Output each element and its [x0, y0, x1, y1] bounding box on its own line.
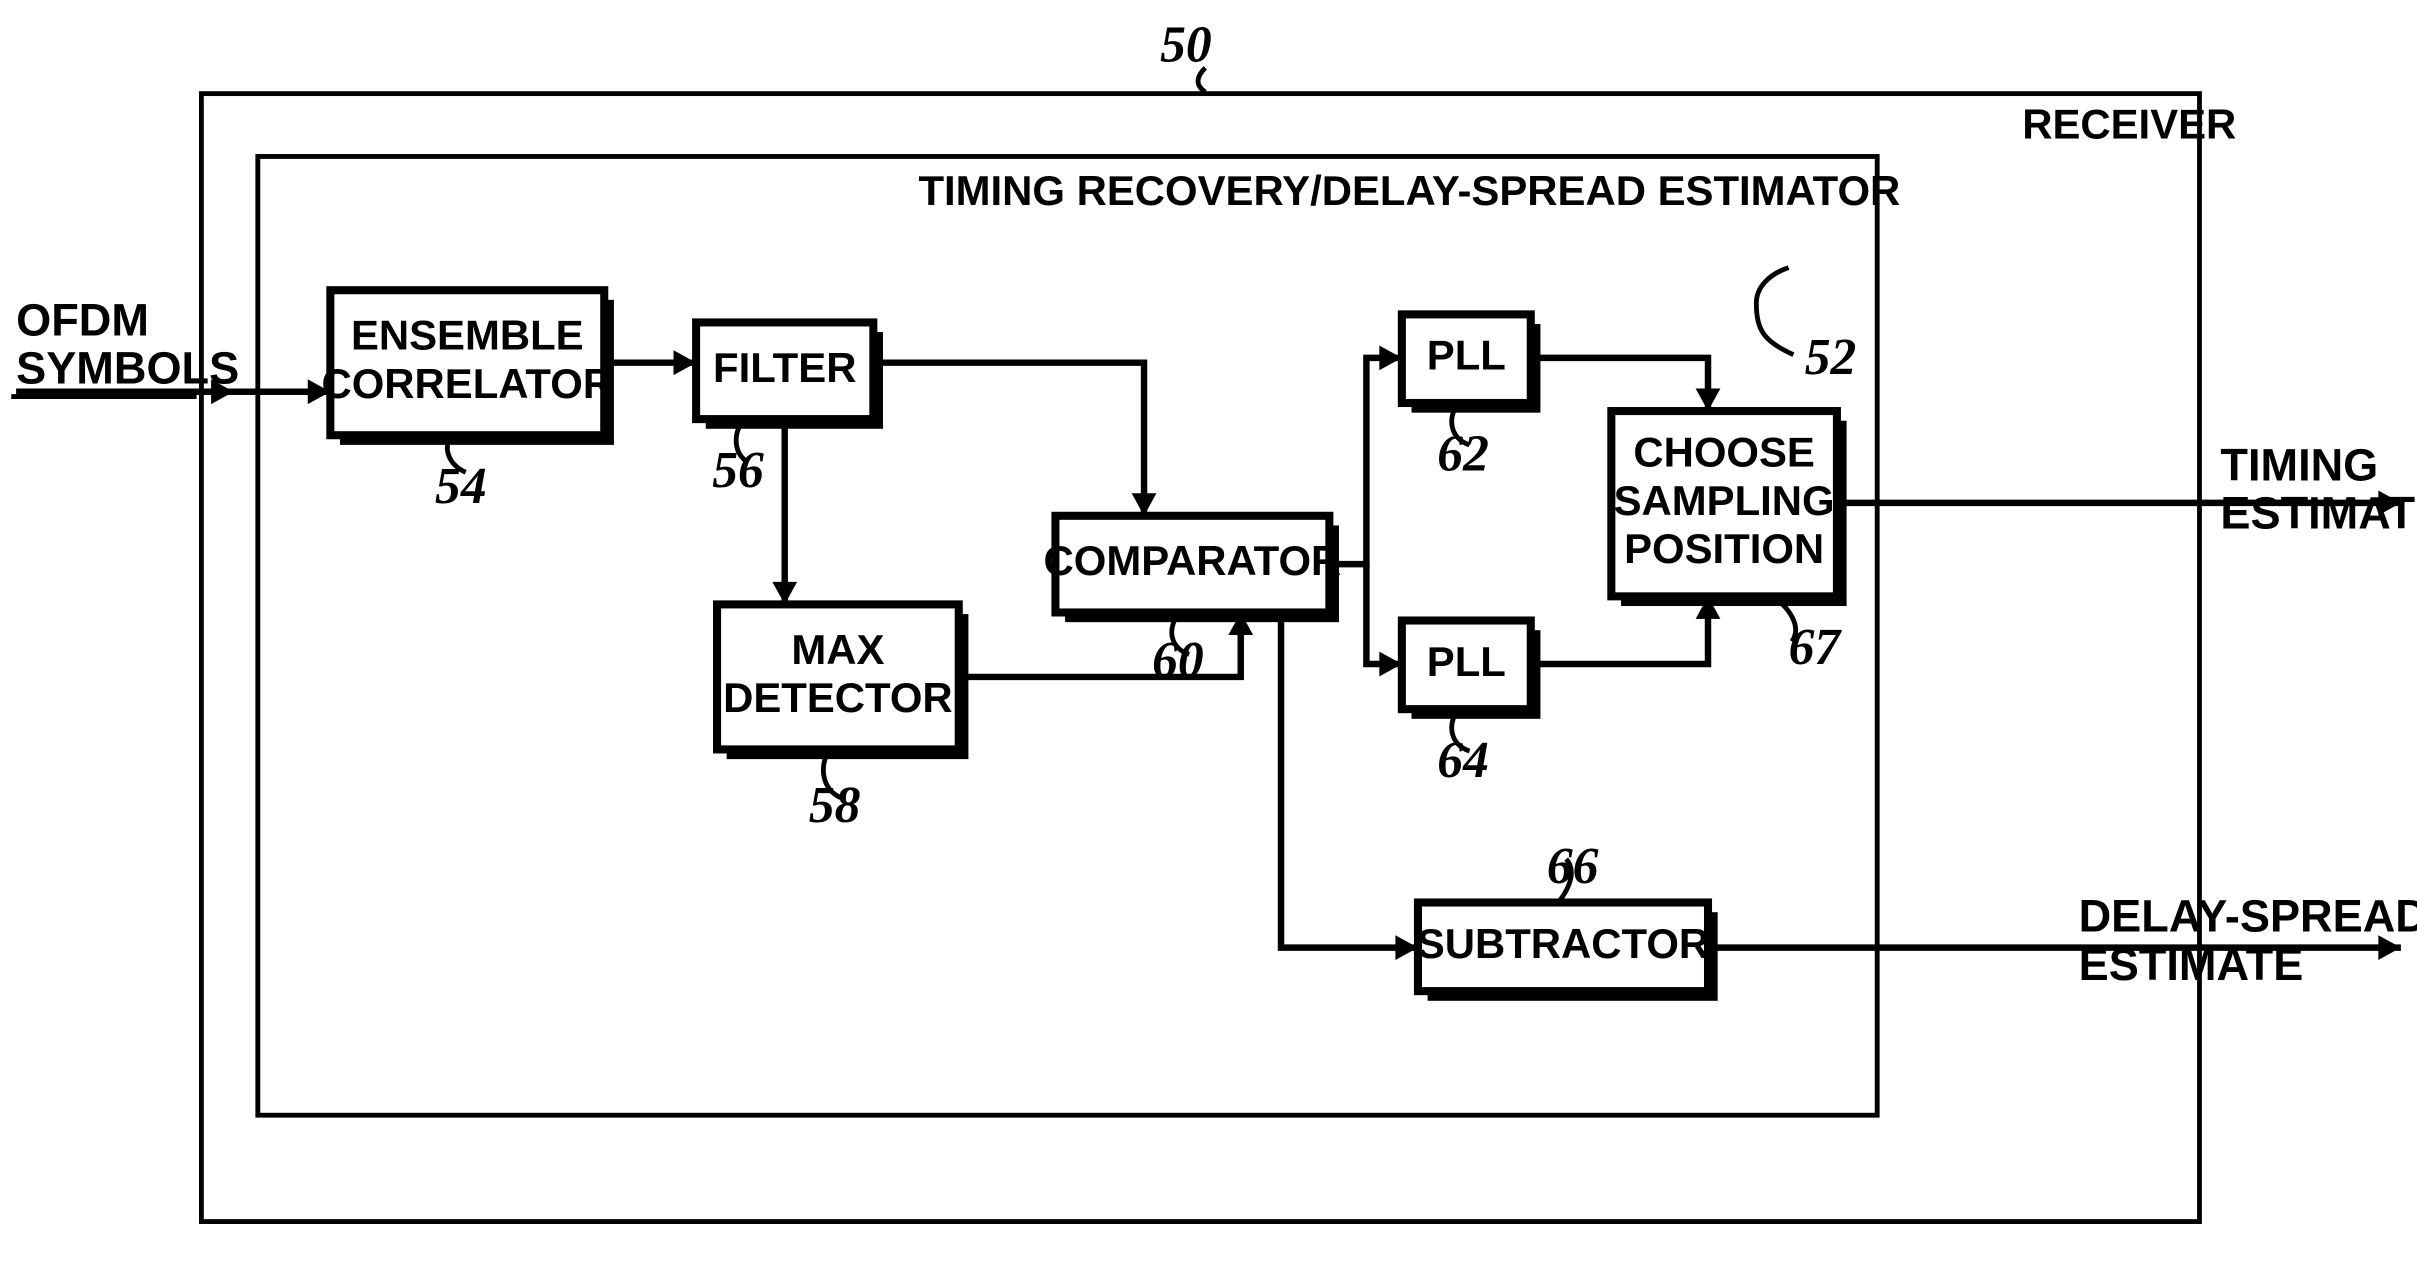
- wire-3: [873, 363, 1144, 516]
- wire-5: [1329, 358, 1402, 564]
- pll2-label-0: PLL: [1427, 638, 1506, 685]
- receiver-ref-hook: [1198, 68, 1205, 92]
- blocks: ENSEMBLECORRELATOR54FILTER56MAXDETECTOR5…: [321, 290, 1846, 1001]
- pll1-label-0: PLL: [1427, 332, 1506, 379]
- comp-label-0: COMPARATOR: [1044, 537, 1342, 584]
- maxdet-ref: 58: [809, 777, 861, 834]
- wire-8: [1531, 596, 1708, 664]
- diagram-svg: RECEIVER 50 TIMING RECOVERY/DELAY-SPREAD E…: [0, 0, 2417, 1262]
- io-out2-1: ESTIMATE: [2079, 939, 2304, 990]
- maxdet-label-0: MAX: [791, 626, 884, 673]
- io-out1-1: ESTIMATE: [2220, 488, 2417, 539]
- diagram-root: RECEIVER 50 TIMING RECOVERY/DELAY-SPREAD E…: [0, 0, 2417, 1262]
- ensemble-label-0: ENSEMBLE: [351, 312, 584, 359]
- ensemble-ref: 54: [435, 458, 487, 515]
- filter-label-0: FILTER: [713, 344, 856, 391]
- maxdet-label-1: DETECTOR: [723, 674, 953, 721]
- io-in-1: SYMBOLS: [16, 343, 239, 394]
- receiver-title: RECEIVER: [2022, 101, 2236, 148]
- choose-label-0: CHOOSE: [1633, 429, 1815, 476]
- estimator-ref: 52: [1805, 329, 1857, 386]
- pll1-ref: 62: [1437, 426, 1489, 483]
- io-out2-0: DELAY-SPREAD: [2079, 891, 2417, 942]
- comp-ref: 60: [1152, 632, 1204, 689]
- sub-label-0: SUBTRACTOR: [1417, 920, 1709, 967]
- pll2-ref: 64: [1437, 732, 1489, 789]
- io-out1-0: TIMING: [2220, 439, 2378, 490]
- ensemble-label-1: CORRELATOR: [321, 360, 613, 407]
- estimator-title: TIMING RECOVERY/DELAY-SPREAD ESTIMATOR: [918, 167, 1900, 214]
- wire-6: [1366, 564, 1401, 664]
- choose-label-1: SAMPLING: [1614, 477, 1835, 524]
- io-in-0: OFDM: [16, 294, 149, 345]
- wire-7: [1531, 358, 1708, 411]
- receiver-ref: 50: [1160, 16, 1212, 73]
- estimator-ref-hook: [1756, 268, 1793, 355]
- choose-label-2: POSITION: [1624, 525, 1824, 572]
